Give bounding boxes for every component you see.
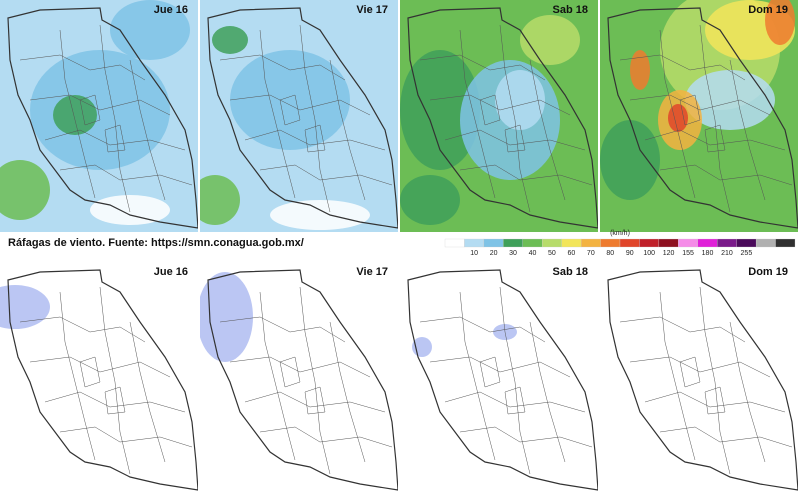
map-panel: Dom 19 (600, 0, 798, 232)
legend-swatch (619, 238, 640, 248)
wind-area (765, 0, 795, 45)
legend-tick: 180 (702, 250, 714, 257)
wind-area (520, 15, 580, 65)
wind-area (400, 50, 480, 170)
legend-swatch (522, 238, 543, 248)
legend-swatch (542, 238, 562, 248)
legend-swatch (697, 238, 718, 248)
panel-label: Jue 16 (154, 4, 188, 16)
panel-label: Dom 19 (748, 266, 788, 278)
map (0, 262, 198, 500)
wind-area (668, 104, 688, 132)
legend-tick: 80 (606, 250, 614, 257)
gust-area (0, 285, 50, 329)
panel-label: Vie 17 (356, 4, 388, 16)
panel-label: Dom 19 (748, 4, 788, 16)
legend-tick: 70 (587, 250, 595, 257)
legend-tick: 100 (643, 250, 655, 257)
wind-area (270, 200, 370, 230)
panel-label: Sab 18 (553, 266, 588, 278)
caption: Ráfagas de viento. Fuente: https://smn.c… (8, 237, 304, 249)
legend-swatch (639, 238, 660, 248)
legend-unit: (km/h) (610, 230, 630, 237)
legend-tick: 30 (509, 250, 517, 257)
wind-area (212, 26, 248, 54)
map-panel: Jue 16 (0, 0, 198, 232)
wind-area (600, 120, 660, 200)
map (200, 0, 398, 232)
map (600, 0, 798, 232)
legend-swatch (717, 238, 737, 248)
legend-tick: 60 (567, 250, 575, 257)
legend-swatch (503, 238, 523, 248)
legend-swatch (464, 238, 485, 248)
map (400, 0, 598, 232)
map (600, 262, 798, 500)
panel-label: Sab 18 (553, 4, 588, 16)
legend-tick: 210 (721, 250, 733, 257)
legend-swatch (755, 238, 776, 248)
background (600, 262, 798, 500)
wind-area (400, 175, 460, 225)
map-panel: Sab 18 (400, 262, 598, 500)
map-panel: Jue 16 (0, 262, 198, 500)
map-panel: Vie 17 (200, 0, 398, 232)
legend-tick: 90 (626, 250, 634, 257)
wind-area (90, 195, 170, 225)
map (400, 262, 598, 500)
gust-area (412, 337, 432, 357)
map-panel: Sab 18 (400, 0, 598, 232)
legend-swatch (658, 238, 679, 248)
legend: 10 20 30 40 50 60 70 80 90 100 120 155 180 210 255 (444, 238, 796, 257)
panel-label: Vie 17 (356, 266, 388, 278)
legend-tick: 40 (529, 250, 537, 257)
background (400, 262, 598, 500)
wind-area (0, 160, 50, 220)
legend-swatch (736, 238, 757, 248)
top-row: Jue 16 Vie 17 Sab 18 Dom 19 (0, 0, 798, 232)
legend-tick: 155 (682, 250, 694, 257)
gust-area (200, 272, 253, 362)
legend-swatch (600, 238, 621, 248)
legend-swatch (483, 238, 504, 248)
legend-swatch (678, 238, 698, 248)
map-panel: Vie 17 (200, 262, 398, 500)
legend-tick: 20 (490, 250, 498, 257)
legend-tick: 120 (663, 250, 675, 257)
wind-area (53, 95, 97, 135)
panel-label: Jue 16 (154, 266, 188, 278)
legend-swatch (444, 238, 465, 248)
map (0, 0, 198, 232)
wind-area (630, 50, 650, 90)
legend-swatch (580, 238, 601, 248)
legend-tick: 50 (548, 250, 556, 257)
legend-tick: 10 (470, 250, 478, 257)
map (200, 262, 398, 500)
wind-area (685, 70, 775, 130)
legend-swatch (561, 238, 582, 248)
wind-area (200, 175, 240, 225)
legend-tick: 255 (741, 250, 753, 257)
legend-swatch (775, 238, 796, 248)
wind-area (495, 70, 545, 130)
map-panel: Dom 19 (600, 262, 798, 500)
bottom-row: Jue 16 Vie 17 Sab 18 Dom 19 (0, 262, 798, 500)
